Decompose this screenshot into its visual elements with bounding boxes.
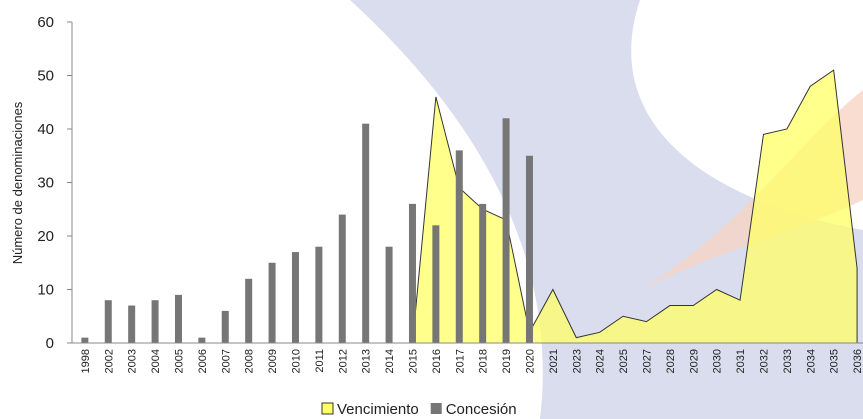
bar [292, 252, 299, 343]
bar [245, 279, 252, 343]
y-tick-label: 50 [37, 68, 54, 85]
bar [432, 225, 439, 343]
x-tick-label: 2006 [197, 349, 209, 373]
bar [152, 300, 159, 343]
legend-label: Vencimiento [337, 401, 419, 418]
y-tick-label: 20 [37, 228, 54, 245]
x-tick-label: 1998 [80, 349, 92, 373]
x-tick-label: 2020 [524, 349, 536, 373]
y-tick-label: 60 [37, 14, 54, 31]
x-tick-label: 2032 [758, 349, 770, 373]
bar [479, 204, 486, 343]
x-tick-label: 2017 [454, 349, 466, 373]
x-tick-label: 2010 [290, 349, 302, 373]
chart: Número de denominaciones Vencimiento Conc… [0, 0, 863, 419]
bar [175, 295, 182, 343]
x-tick-label: 2024 [595, 349, 607, 373]
x-tick-label: 2021 [548, 349, 560, 373]
x-tick-label: 2028 [665, 349, 677, 373]
x-tick-label: 2009 [267, 349, 279, 373]
y-tick-label: 40 [37, 121, 54, 138]
x-tick-label: 2013 [361, 349, 373, 373]
x-tick-label: 2002 [103, 349, 115, 373]
legend-swatch [322, 403, 333, 414]
x-tick-label: 2011 [314, 349, 326, 373]
bar [409, 204, 416, 343]
x-tick-label: 2031 [735, 349, 747, 373]
x-tick-label: 2033 [782, 349, 794, 373]
legend-swatch [431, 403, 442, 414]
bar [386, 247, 393, 343]
y-tick-label: 0 [46, 335, 54, 352]
x-tick-label: 2025 [618, 349, 630, 373]
y-tick-label: 10 [37, 282, 54, 299]
x-tick-label: 2036 [852, 349, 863, 373]
bar [105, 300, 112, 343]
x-tick-label: 2016 [431, 349, 443, 373]
x-tick-label: 2029 [688, 349, 700, 373]
y-axis-label: Número de denominaciones [10, 101, 25, 264]
bar [222, 311, 229, 343]
x-tick-label: 2008 [244, 349, 256, 373]
x-tick-label: 2023 [571, 349, 583, 373]
y-tick-label: 30 [37, 175, 54, 192]
x-tick-label: 2014 [384, 349, 396, 373]
legend-label: Concesión [446, 401, 517, 418]
x-tick-label: 2007 [220, 349, 232, 373]
bar [269, 263, 276, 343]
x-tick-label: 2005 [173, 349, 185, 373]
bar [526, 156, 533, 343]
bar [339, 215, 346, 343]
x-tick-label: 2019 [501, 349, 513, 373]
x-tick-label: 2018 [478, 349, 490, 373]
bar [362, 124, 369, 343]
x-tick-label: 2012 [337, 349, 349, 373]
x-tick-label: 2035 [829, 349, 841, 373]
bar [503, 118, 510, 343]
x-tick-label: 2034 [805, 349, 817, 373]
x-tick-label: 2030 [712, 349, 724, 373]
bar [456, 150, 463, 343]
legend: Vencimiento Concesión [322, 401, 517, 418]
x-tick-label: 2027 [641, 349, 653, 373]
x-tick-label: 2015 [407, 349, 419, 373]
x-tick-label: 2004 [150, 349, 162, 373]
bar [128, 306, 135, 343]
bar [198, 338, 205, 343]
bar [81, 338, 88, 343]
x-tick-label: 2003 [127, 349, 139, 373]
bar [315, 247, 322, 343]
